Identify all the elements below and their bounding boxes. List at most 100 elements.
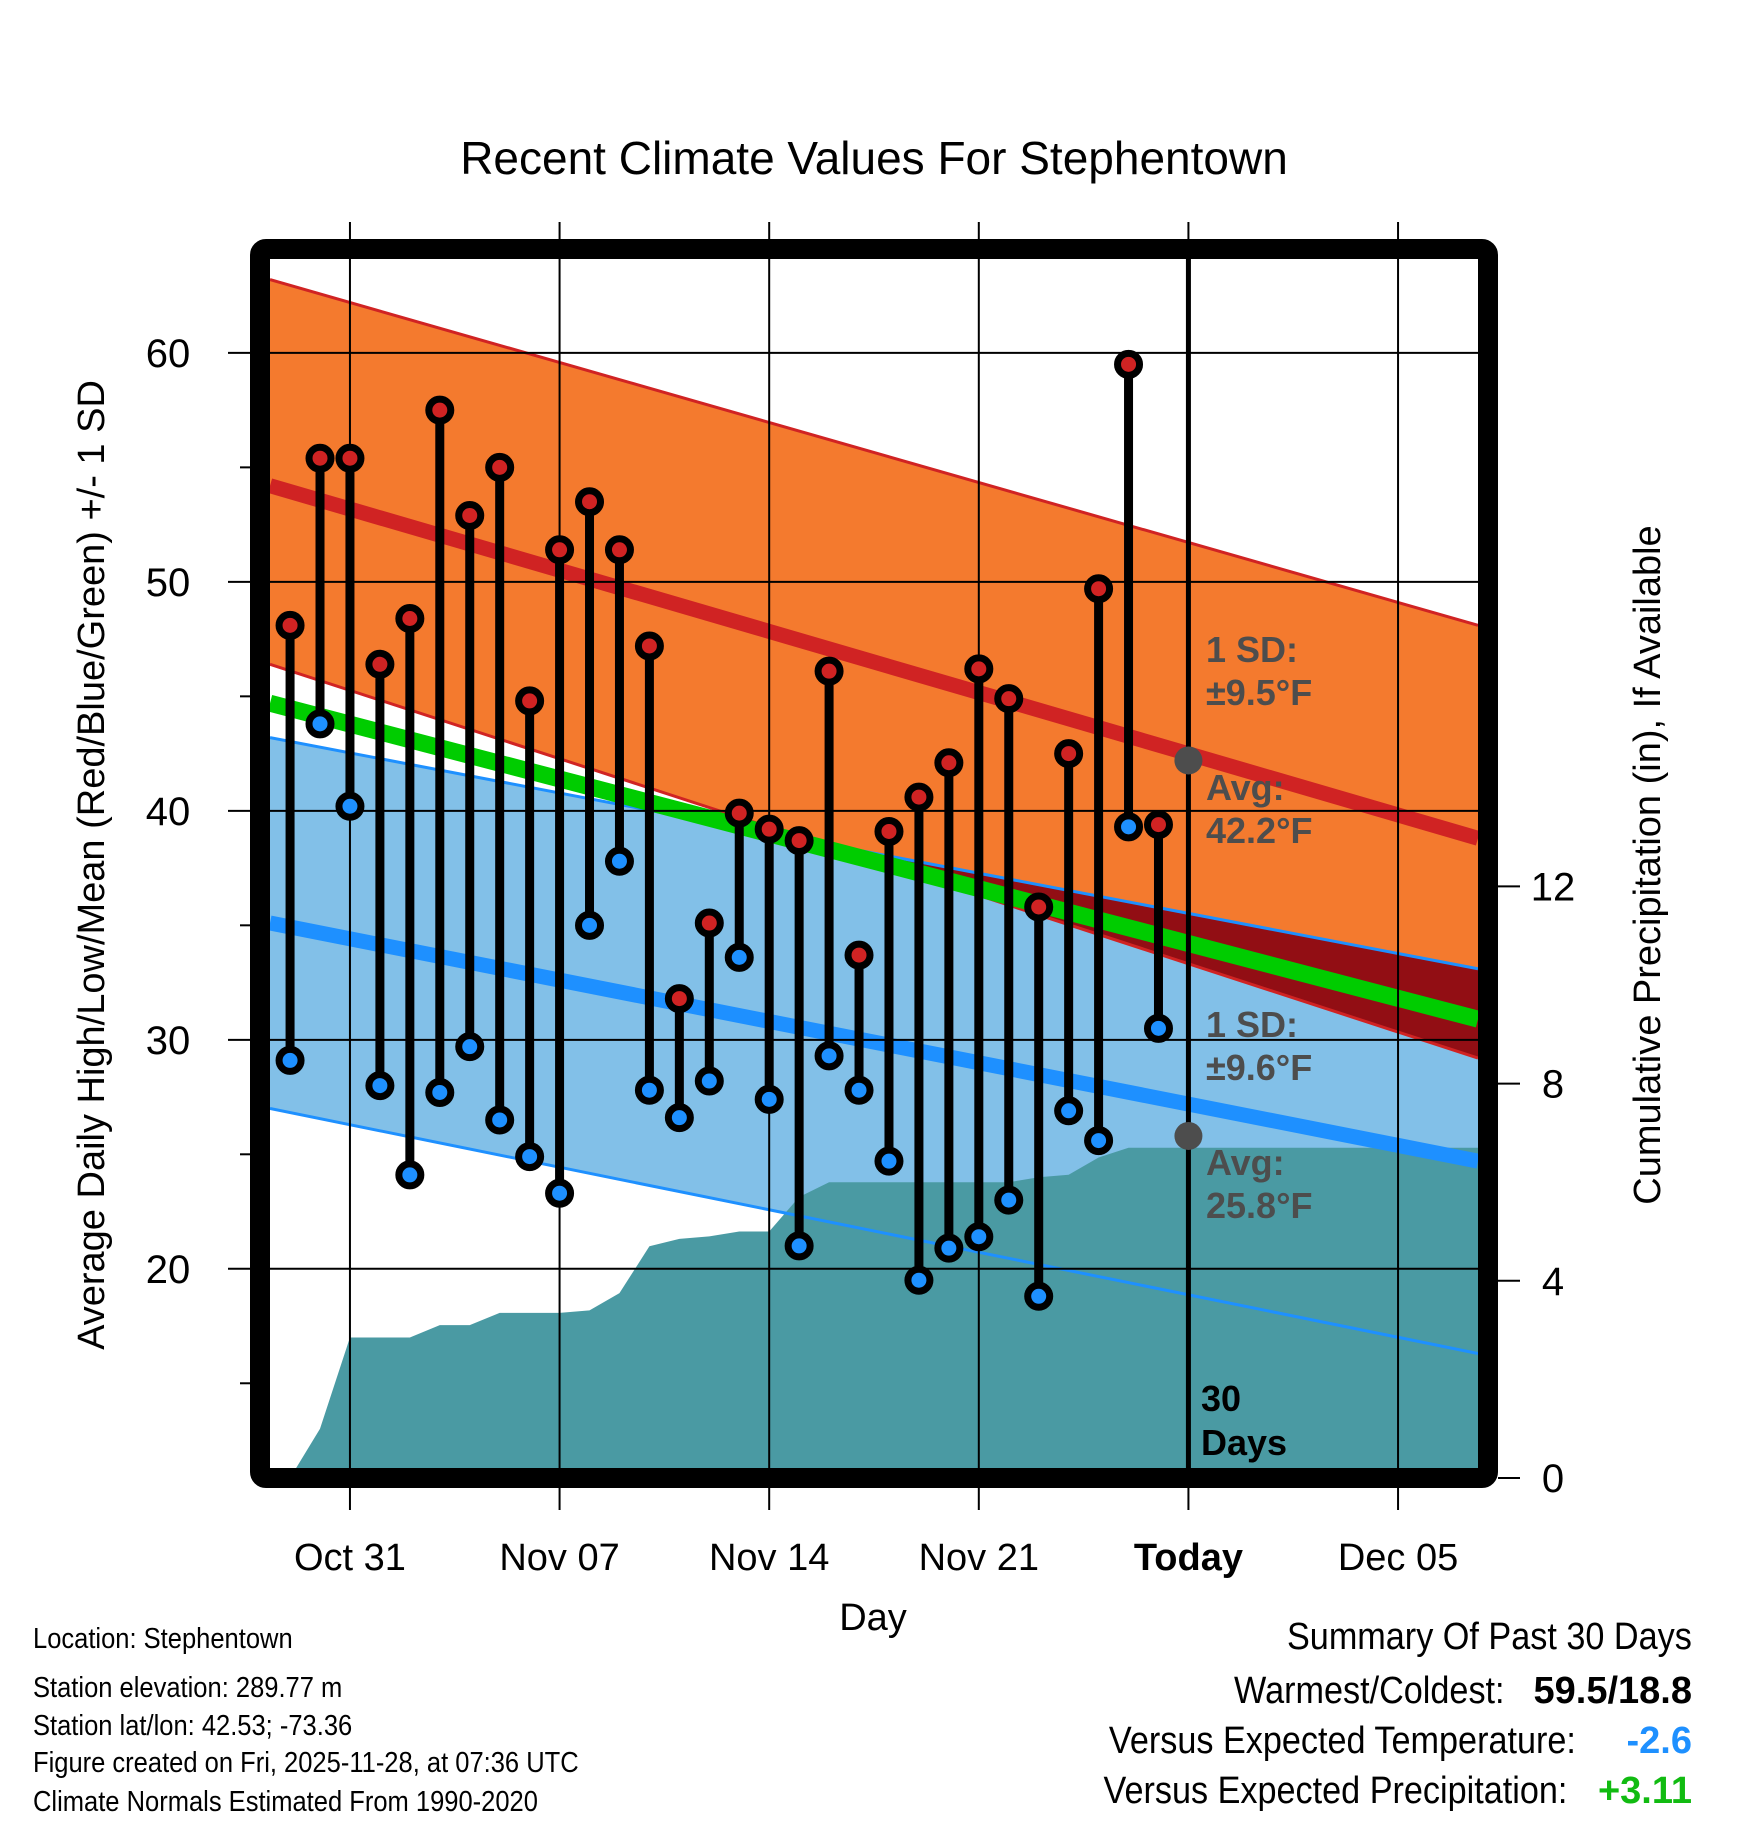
- x-axis-label: Day: [839, 1597, 907, 1639]
- daily-low-point: [575, 910, 605, 940]
- daily-low-point: [874, 1146, 904, 1176]
- low-sd-value: ±9.6°F: [1206, 1047, 1312, 1088]
- window-days-label: Days: [1201, 1422, 1287, 1463]
- window-days-number: 30: [1201, 1378, 1241, 1419]
- daily-high-point: [515, 686, 545, 716]
- plot-frame: [250, 239, 1498, 1488]
- y-tick-label: 20: [146, 1248, 191, 1292]
- daily-high-point: [1054, 739, 1084, 769]
- daily-low-point: [664, 1103, 694, 1133]
- low-sd-label: 1 SD:: [1206, 1004, 1298, 1045]
- daily-low-point: [754, 1084, 784, 1114]
- footer-normals: Climate Normals Estimated From 1990-2020: [33, 1786, 538, 1818]
- daily-high-point: [754, 814, 784, 844]
- y2-tick-label: 0: [1542, 1457, 1564, 1501]
- low-avg-value: 25.8°F: [1206, 1185, 1312, 1226]
- footer-latlon: Station lat/lon: 42.53; -73.36: [33, 1710, 353, 1742]
- daily-high-point: [425, 395, 455, 425]
- chart-title: Recent Climate Values For Stephentown: [460, 132, 1288, 184]
- footer-created: Figure created on Fri, 2025-11-28, at 07…: [33, 1747, 579, 1779]
- low-minus-sd-line: [270, 1107, 1478, 1355]
- daily-low-point: [275, 1045, 305, 1075]
- daily-high-point: [724, 798, 754, 828]
- daily-low-point: [395, 1160, 425, 1190]
- daily-low-point: [545, 1178, 575, 1208]
- x-tick-label: Oct 31: [294, 1537, 406, 1579]
- daily-low-point: [1024, 1281, 1054, 1311]
- daily-high-point: [664, 984, 694, 1014]
- x-tick-label: Nov 14: [709, 1537, 829, 1579]
- daily-high-point: [964, 654, 994, 684]
- daily-low-point: [784, 1231, 814, 1261]
- daily-low-point: [634, 1075, 664, 1105]
- x-tick-label: Today: [1134, 1537, 1243, 1579]
- x-tick-label: Dec 05: [1338, 1537, 1458, 1579]
- daily-low-point: [994, 1185, 1024, 1215]
- daily-high-point: [485, 452, 515, 482]
- summary-warmest-coldest: Warmest/Coldest: 59.5/18.8: [1204, 1670, 1692, 1713]
- precipitation-anomaly-value: +3.11: [1597, 1770, 1692, 1812]
- daily-high-point: [604, 535, 634, 565]
- daily-low-point: [604, 846, 634, 876]
- x-tick-label: Nov 21: [919, 1537, 1039, 1579]
- plot-area: [270, 278, 1478, 1468]
- low-avg-today-dot: [1174, 1121, 1203, 1150]
- daily-high-point: [1084, 574, 1114, 604]
- cumulative-precipitation-area: [296, 1147, 1478, 1468]
- high-sd-label: 1 SD:: [1206, 629, 1298, 670]
- y-tick-label: 30: [146, 1019, 191, 1063]
- high-sd-value: ±9.5°F: [1206, 672, 1312, 713]
- daily-high-point: [694, 908, 724, 938]
- daily-high-point: [275, 610, 305, 640]
- daily-low-point: [934, 1233, 964, 1263]
- daily-low-point: [814, 1041, 844, 1071]
- temperature-anomaly-label: Versus Expected Temperature:: [1108, 1720, 1576, 1762]
- daily-high-point: [1024, 892, 1054, 922]
- high-plus-sd-line: [270, 278, 1478, 627]
- daily-high-point: [874, 816, 904, 846]
- y-axis-label: Average Daily High/Low/Mean (Red/Blue/Gr…: [71, 380, 113, 1350]
- daily-low-point: [694, 1066, 724, 1096]
- y-tick-label: 60: [146, 332, 191, 376]
- daily-high-point: [395, 603, 425, 633]
- summary-temperature: Versus Expected Temperature: -2.6: [1057, 1720, 1692, 1763]
- y-tick-label: 40: [146, 790, 191, 834]
- daily-high-point: [365, 649, 395, 679]
- daily-high-point: [844, 940, 874, 970]
- warmest-coldest-value: 59.5/18.8: [1533, 1670, 1692, 1712]
- daily-low-point: [1114, 812, 1144, 842]
- daily-high-point: [814, 656, 844, 686]
- low-avg-label: Avg:: [1206, 1142, 1285, 1183]
- daily-high-point: [1143, 810, 1173, 840]
- temperature-anomaly-value: -2.6: [1626, 1720, 1692, 1762]
- daily-low-point: [724, 942, 754, 972]
- daily-high-point: [305, 443, 335, 473]
- daily-high-point: [904, 782, 934, 812]
- summary-precipitation: Versus Expected Precipitation: +3.11: [1052, 1770, 1692, 1813]
- daily-high-point: [575, 487, 605, 517]
- daily-low-point: [1143, 1013, 1173, 1043]
- summary-title: Summary Of Past 30 Days: [1242, 1616, 1692, 1659]
- daily-high-point: [934, 748, 964, 778]
- daily-low-point: [844, 1075, 874, 1105]
- daily-high-point: [335, 443, 365, 473]
- daily-low-point: [455, 1032, 485, 1062]
- daily-low-point: [365, 1071, 395, 1101]
- y2-tick-label: 4: [1542, 1260, 1564, 1304]
- high-avg-value: 42.2°F: [1206, 810, 1312, 851]
- y-tick-label: 50: [146, 561, 191, 605]
- daily-low-point: [904, 1265, 934, 1295]
- y2-tick-label: 12: [1531, 865, 1576, 909]
- high-avg-today-dot: [1174, 746, 1203, 775]
- daily-low-point: [1084, 1126, 1114, 1156]
- daily-low-point: [335, 791, 365, 821]
- daily-low-point: [964, 1222, 994, 1252]
- daily-low-point: [305, 709, 335, 739]
- summary-title-text: Summary Of Past 30 Days: [1287, 1616, 1692, 1658]
- precipitation-anomaly-label: Versus Expected Precipitation:: [1103, 1770, 1568, 1812]
- daily-high-point: [1114, 349, 1144, 379]
- daily-high-point: [545, 535, 575, 565]
- daily-low-point: [485, 1105, 515, 1135]
